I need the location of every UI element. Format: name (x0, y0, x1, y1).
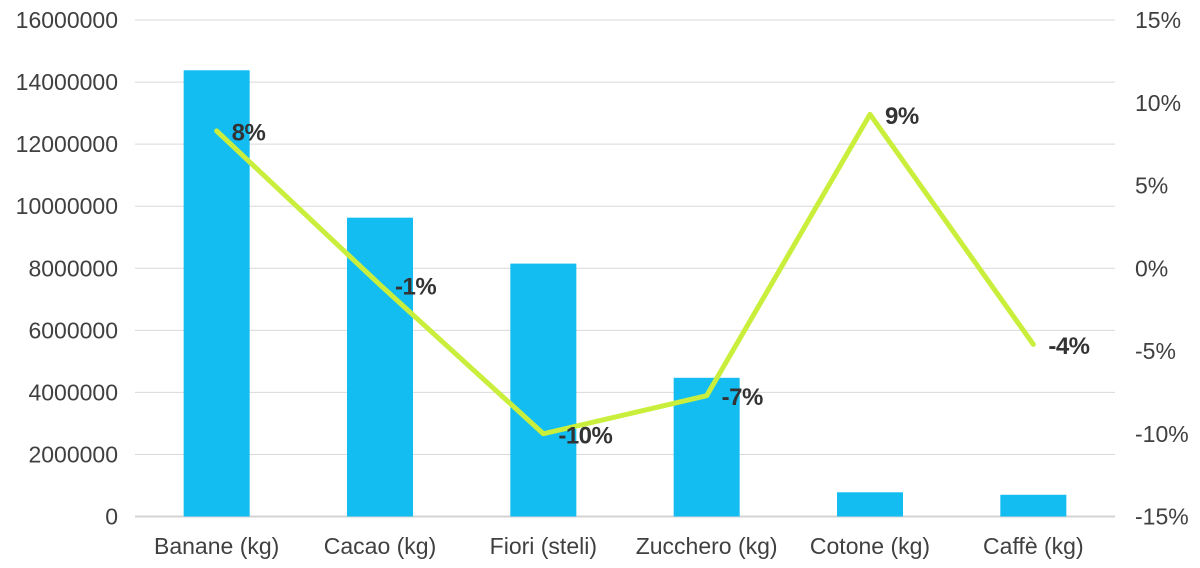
left-axis-tick-label: 4000000 (28, 379, 118, 405)
left-axis-tick-label: 14000000 (16, 69, 118, 95)
right-axis-tick-label: -10% (1135, 421, 1189, 447)
right-axis-tick-label: -15% (1135, 504, 1189, 530)
bar-caffe (1000, 494, 1067, 517)
left-axis-tick-label: 2000000 (28, 441, 118, 467)
bar-cotone (837, 492, 903, 517)
left-axis-tick-label: 12000000 (16, 131, 118, 157)
right-axis-tick-label: 15% (1135, 7, 1181, 33)
right-axis-tick-label: 5% (1135, 173, 1168, 199)
x-axis-label-fiori: Fiori (steli) (490, 533, 597, 559)
bar-fiori (510, 263, 577, 517)
left-axis-tick-label: 8000000 (28, 255, 118, 281)
right-axis-tick-label: 0% (1135, 255, 1168, 281)
gridlines-layer (135, 19, 1115, 518)
left-axis-tick-label: 6000000 (28, 317, 118, 343)
data-label-zucchero: -7% (722, 384, 763, 411)
data-label-fiori: -10% (558, 422, 612, 449)
data-label-cacao: -1% (395, 273, 436, 300)
x-axis-label-cotone: Cotone (kg) (810, 533, 930, 559)
trend-line-layer (214, 111, 1036, 437)
trend-line (214, 111, 1036, 437)
right-axis-tick-label: 10% (1135, 90, 1181, 116)
right-axis-tick-label: -5% (1135, 338, 1176, 364)
x-axis-label-caffe: Caffè (kg) (983, 533, 1084, 559)
x-axis-label-cacao: Cacao (kg) (324, 533, 436, 559)
bar-banane (183, 70, 250, 517)
data-label-banane: 8% (232, 119, 266, 146)
data-label-cotone: 9% (885, 103, 919, 130)
labels-layer: 16000000 14000000 12000000 10000000 8000000 6… (16, 7, 1189, 559)
x-axis-label-zucchero: Zucchero (kg) (636, 533, 778, 559)
bars-layer (183, 70, 1067, 517)
x-axis-label-banane: Banane (kg) (154, 533, 279, 559)
left-axis-tick-label: 10000000 (16, 193, 118, 219)
left-axis-tick-label: 0 (105, 504, 118, 530)
left-axis-tick-label: 16000000 (16, 7, 118, 33)
data-label-caffe: -4% (1048, 333, 1089, 360)
